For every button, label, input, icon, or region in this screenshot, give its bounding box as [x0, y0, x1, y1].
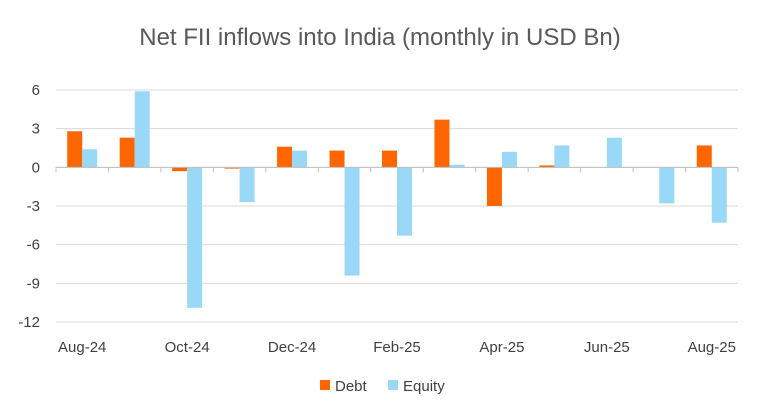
x-tick-label: Jun-25 [584, 339, 630, 356]
x-tick-label: Feb-25 [373, 339, 421, 356]
bar-equity-may-25 [554, 145, 570, 168]
bar-equity-sep-24 [134, 91, 150, 168]
bar-equity-jun-25 [606, 137, 622, 168]
x-tick-label: Oct-24 [165, 339, 210, 356]
bar-debt-sep-24 [119, 137, 135, 168]
legend: Debt Equity [320, 378, 445, 395]
bar-debt-feb-25 [382, 150, 397, 168]
bar-equity-jul-25 [659, 167, 675, 204]
bar-debt-aug-25 [696, 145, 712, 168]
bar-equity-jan-25 [344, 167, 360, 276]
bar-equity-aug-25 [711, 167, 727, 223]
bar-equity-feb-25 [397, 167, 412, 236]
legend-swatch-equity [388, 380, 398, 390]
x-tick-label: Aug-24 [58, 339, 106, 356]
y-tick-label: 0 [32, 159, 40, 176]
bar-equity-nov-24 [239, 167, 255, 203]
x-axis [55, 166, 739, 173]
bar-equity-apr-25 [501, 151, 517, 168]
bar-debt-dec-24 [277, 146, 293, 168]
y-tick-label: -3 [27, 198, 40, 215]
legend-swatch-debt [320, 380, 330, 390]
legend-label-debt: Debt [335, 378, 368, 395]
y-tick-label: 6 [32, 82, 40, 99]
bar-debt-nov-24 [224, 167, 240, 169]
bar-debt-oct-24 [172, 167, 188, 172]
x-axis-ticks: Aug-24 Oct-24 Dec-24 Feb-25 Apr-25 Jun-25 Aug-… [58, 339, 736, 356]
bar-debt-jan-25 [329, 150, 345, 168]
bar-equity-aug-24 [82, 149, 98, 168]
bar-equity-oct-24 [187, 167, 203, 308]
bar-debt-apr-25 [486, 167, 502, 206]
y-tick-label: -9 [27, 275, 40, 292]
y-tick-label: 3 [32, 121, 40, 138]
y-tick-label: -6 [27, 237, 40, 254]
legend-label-equity: Equity [403, 378, 445, 395]
bar-debt-aug-24 [67, 131, 83, 168]
bar-debt-mar-25 [434, 119, 450, 168]
x-tick-label: Apr-25 [479, 339, 524, 356]
chart-title: Net FII inflows into India (monthly in U… [139, 24, 621, 51]
x-tick-label: Aug-25 [688, 339, 736, 356]
bar-equity-mar-25 [449, 164, 465, 168]
bars [67, 91, 727, 308]
y-axis-ticks: 6 3 0 -3 -6 -9 -12 [18, 82, 40, 331]
x-tick-label: Dec-24 [268, 339, 316, 356]
bar-debt-may-25 [539, 165, 555, 168]
y-tick-label: -12 [18, 314, 40, 331]
bar-equity-dec-24 [292, 150, 308, 168]
